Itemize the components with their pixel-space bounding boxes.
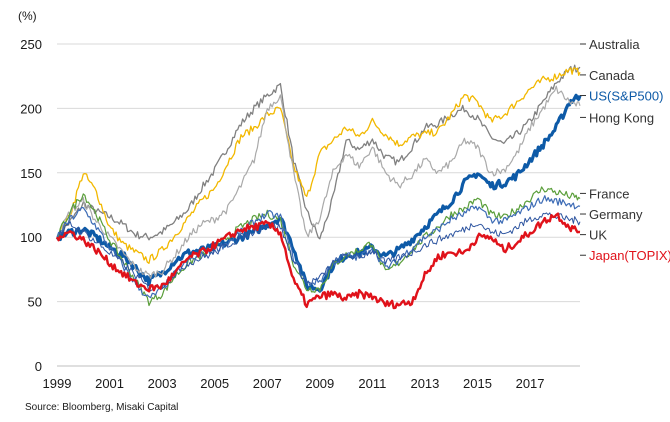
legend-label: Japan(TOPIX) [589,248,670,263]
y-tick-label: 0 [35,359,42,374]
series-line-germany [56,195,581,299]
y-tick-label: 200 [20,101,42,116]
x-tick-label: 1999 [43,376,72,391]
series-line-us-s-p500- [55,93,582,293]
gridlines [57,43,580,367]
y-tick-label: 100 [20,230,42,245]
x-tick-label: 2005 [200,376,229,391]
y-tick-label: 250 [20,37,42,52]
series-line-australia [56,64,581,241]
x-tick-label: 2013 [410,376,439,391]
x-tick-label: 2009 [305,376,334,391]
x-tick-label: 2017 [516,376,545,391]
series-line-hong-kong [56,85,581,279]
x-tick-label: 2011 [358,376,386,391]
x-tick-label: 2001 [95,376,124,391]
y-axis-ticks: 0 50 100 150 200 250 [20,37,42,374]
series-line-japan-topix- [55,212,581,310]
x-tick-label: 2003 [148,376,177,391]
legend-label: UK [589,228,607,243]
y-tick-label: 150 [20,166,42,181]
legend-label: Australia [589,37,640,52]
legend-label: Germany [589,207,643,222]
legend-label: US(S&P500) [589,89,663,104]
x-tick-label: 2007 [253,376,282,391]
series-line-uk [56,212,581,293]
legend-label: France [589,186,629,201]
y-unit-label: (%) [18,9,37,23]
legend-label: Hong Kong [589,110,654,125]
x-axis-ticks: 1999 2001 2003 2005 2007 2009 2011 2013 2015 2017 [43,376,545,391]
y-tick-label: 50 [28,295,42,310]
legend-label: Canada [589,68,635,83]
legend: Australia Canada US(S&P500) Hong Kong France… [580,37,670,263]
series-lines [55,64,582,310]
series-line-canada [56,67,581,264]
series-line-france [56,186,581,307]
x-tick-label: 2015 [463,376,492,391]
source-note: Source: Bloomberg, Misaki Capital [25,402,179,413]
